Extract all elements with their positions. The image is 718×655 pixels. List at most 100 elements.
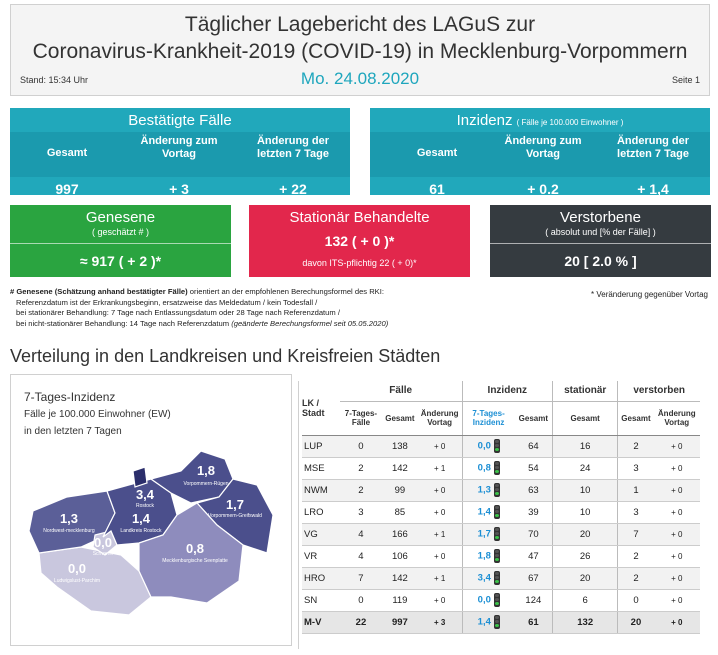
incidence-box: Inzidenz ( Fälle je 100.000 Einwohner ) …: [370, 108, 710, 197]
section-title: Verteilung in den Landkreisen und Kreisf…: [10, 346, 441, 366]
cell-lk: NWM: [302, 479, 340, 502]
cell-verstorben-aenderung: + 0: [653, 610, 700, 634]
col-7-tage-faelle: 7-Tages-Fälle: [339, 401, 382, 436]
cell-inzidenz-gesamt: 54: [514, 457, 553, 480]
deaths-box: Verstorbene ( absolut und [% der Fälle] …: [490, 205, 711, 277]
table-row: M-V 22 997 + 3 1,4 61 132 20 + 0: [302, 610, 700, 634]
page-number: Seite 1: [671, 75, 700, 85]
recovered-value: ≈ 917 ( + 2 )*: [79, 253, 162, 269]
col-lk-stadt: LK / Stadt: [302, 381, 340, 436]
cell-inzidenz-gesamt: 61: [514, 610, 553, 634]
map-title: 7-Tages-Inzidenz: [24, 390, 116, 404]
map-label-vg-value: 1,7: [226, 497, 244, 512]
traffic-light-icon: [493, 483, 500, 497]
cell-stationaer: 10: [552, 501, 618, 524]
cell-inzidenz-gesamt: 63: [514, 479, 553, 502]
group-stationaer: stationär: [552, 381, 618, 402]
note-line4-italic: (geänderte Berechungsformel seit 05.05.2…: [231, 318, 389, 328]
cell-faelle-aenderung: + 1: [417, 523, 463, 546]
stand-time: Stand: 15:34 Uhr: [20, 75, 89, 85]
cell-faelle-gesamt: 119: [382, 589, 418, 612]
map-label-mse-value: 0,8: [186, 541, 204, 556]
map-label-hro-value: 3,4: [136, 487, 155, 502]
cell-verstorben: 3: [617, 457, 654, 480]
cell-7-tage-faelle: 2: [339, 479, 382, 502]
report-date: Mo. 24.08.2020: [300, 69, 420, 88]
incidence-total-value: 61: [429, 181, 445, 197]
cell-faelle-gesamt: 85: [382, 501, 418, 524]
cell-faelle-gesamt: 997: [382, 610, 418, 634]
traffic-light-icon: [493, 527, 500, 541]
cell-verstorben-aenderung: + 0: [653, 479, 700, 502]
table-row: VR 4 106 + 0 1,8 47 26 2 + 0: [302, 545, 700, 568]
confirmed-change-week-value: + 22: [279, 181, 307, 197]
cell-inzidenz-gesamt: 124: [514, 589, 553, 612]
cell-inzidenz-gesamt: 70: [514, 523, 553, 546]
cell-7-tage-inzidenz: 1,4: [461, 610, 515, 634]
cell-7-tage-faelle: 3: [339, 501, 382, 524]
cell-faelle-gesamt: 138: [382, 435, 418, 458]
map-label-sn-value: 0,0: [94, 535, 112, 550]
district-map: 1,8 Vorpommern-Rügen 3,4 Rostock 1,3 Nor…: [28, 450, 274, 616]
recovered-subtitle: ( geschätzt # ): [91, 227, 150, 237]
cell-faelle-aenderung: + 0: [417, 545, 463, 568]
cell-stationaer: 16: [552, 435, 618, 458]
group-verstorben: verstorben: [617, 381, 700, 402]
cell-7-tage-faelle: 22: [339, 610, 382, 634]
footnotes: # Genesene (Schätzung anhand bestätigter…: [10, 287, 480, 329]
col-stationaer-gesamt: Gesamt: [552, 401, 618, 436]
cell-inzidenz-gesamt: 67: [514, 567, 553, 590]
cell-stationaer: 6: [552, 589, 618, 612]
traffic-light-icon: [493, 439, 500, 453]
table-row: MSE 2 142 + 1 0,8 54 24 3 + 0: [302, 457, 700, 480]
col-inzidenz-gesamt: Gesamt: [514, 401, 553, 436]
cell-7-tage-faelle: 0: [339, 589, 382, 612]
cell-faelle-aenderung: + 3: [417, 610, 463, 634]
cell-stationaer: 132: [552, 610, 618, 634]
confirmed-cases-box: Bestätigte Fälle Gesamt Änderung zum Vort…: [10, 108, 350, 197]
cell-verstorben: 0: [617, 589, 654, 612]
cell-inzidenz-gesamt: 39: [514, 501, 553, 524]
recovered-box: Genesene ( geschätzt # ) ≈ 917 ( + 2 )*: [10, 205, 231, 277]
note-line2: Referenzdatum ist der Erkrankungsbeginn,…: [16, 297, 318, 307]
map-label-lro-name: Landkreis Rostock: [120, 528, 162, 534]
cell-stationaer: 24: [552, 457, 618, 480]
cell-verstorben-aenderung: + 0: [653, 457, 700, 480]
map-label-lup-value: 0,0: [68, 561, 86, 576]
map-label-mse-name: Mecklenburgische Seenplatte: [162, 558, 228, 564]
change-footnote: * Veränderung gegenüber Vortag: [591, 290, 708, 299]
col-verstorben-aenderung: Änderung Vortag: [653, 401, 700, 436]
cell-7-tage-inzidenz: 1,7: [461, 523, 515, 546]
cell-verstorben-aenderung: + 0: [653, 567, 700, 590]
district-table: LK / Stadt Fälle Inzidenz stationär verst…: [302, 381, 700, 634]
cell-verstorben: 7: [617, 523, 654, 546]
traffic-light-icon: [493, 549, 500, 563]
cell-verstorben: 2: [617, 545, 654, 568]
table-row: LRO 3 85 + 0 1,4 39 10 3 + 0: [302, 501, 700, 524]
deaths-subtitle: ( absolut und [% der Fälle] ): [545, 227, 656, 237]
icu-value: davon ITS-pflichtig 22 ( + 0)*: [302, 258, 417, 268]
cell-verstorben: 2: [617, 567, 654, 590]
note-line3: bei stationärer Behandlung: 7 Tage nach …: [16, 308, 340, 317]
incidence-title: Inzidenz ( Fälle je 100.000 Einwohner ): [456, 112, 624, 129]
incidence-change-day-value: + 0.2: [527, 181, 559, 197]
table-row: VG 4 166 + 1 1,7 70 20 7 + 0: [302, 523, 700, 546]
cell-faelle-gesamt: 142: [382, 457, 418, 480]
cell-faelle-aenderung: + 0: [417, 479, 463, 502]
cell-faelle-gesamt: 106: [382, 545, 418, 568]
confirmed-col-change-week: Änderung der letzten 7 Tage: [256, 135, 330, 160]
map-region-mse: [138, 502, 244, 604]
traffic-light-icon: [493, 571, 500, 585]
table-row: HRO 7 142 + 1 3,4 67 20 2 + 0: [302, 567, 700, 590]
recovered-title: Genesene: [85, 209, 156, 226]
cell-verstorben-aenderung: + 0: [653, 435, 700, 458]
traffic-light-icon: [493, 505, 500, 519]
col-verstorben-gesamt: Gesamt: [617, 401, 654, 436]
cell-7-tage-faelle: 0: [339, 435, 382, 458]
cell-7-tage-inzidenz: 1,8: [461, 545, 515, 568]
table-row: LUP 0 138 + 0 0,0 64 16 2 + 0: [302, 435, 700, 458]
note-line4: bei nicht-stationärer Behandlung: 14 Tag…: [16, 318, 230, 328]
cell-7-tage-inzidenz: 0,0: [461, 435, 515, 458]
cell-lk: VR: [302, 545, 340, 568]
group-faelle: Fälle: [339, 381, 463, 402]
